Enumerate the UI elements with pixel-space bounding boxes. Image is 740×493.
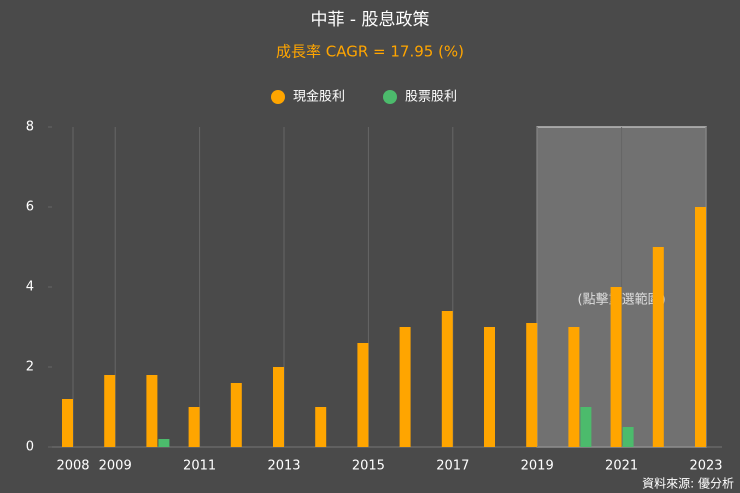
x-tick-label: 2009 [99, 459, 132, 474]
x-tick-label: 2023 [689, 459, 722, 474]
x-tick-label: 2015 [352, 459, 385, 474]
bar [357, 343, 369, 447]
x-tick-label: 2021 [605, 459, 638, 474]
bar [526, 323, 538, 447]
bar [695, 207, 706, 447]
bar [188, 407, 200, 447]
source-note: 資料來源: 優分析 [642, 477, 734, 491]
legend-marker[interactable] [271, 90, 285, 104]
bar [62, 399, 73, 447]
bar [568, 327, 580, 447]
bar [158, 439, 170, 447]
chart-subtitle: 成長率 CAGR = 17.95 (%) [276, 43, 464, 61]
bar [580, 407, 592, 447]
y-tick-label: 8 [26, 120, 34, 135]
bar [652, 247, 664, 447]
bar [441, 311, 453, 447]
y-tick-label: 2 [26, 360, 34, 375]
bar [104, 375, 116, 447]
bar [146, 375, 158, 447]
bar [315, 407, 327, 447]
x-tick-label: 2019 [521, 459, 554, 474]
chart-title: 中菲 - 股息政策 [311, 10, 430, 30]
legend-marker[interactable] [383, 90, 397, 104]
y-tick-label: 4 [26, 280, 34, 295]
bar [273, 367, 284, 447]
bar [610, 287, 622, 447]
bar [230, 383, 242, 447]
x-tick-label: 2008 [56, 459, 89, 474]
x-tick-label: 2017 [436, 459, 469, 474]
y-tick-label: 0 [26, 440, 34, 455]
bar [622, 427, 634, 447]
bar [399, 327, 411, 447]
bar [484, 327, 495, 447]
legend-label[interactable]: 現金股利 [293, 89, 345, 105]
x-tick-label: 2013 [267, 459, 300, 474]
y-tick-label: 6 [26, 200, 34, 215]
x-tick-label: 2011 [183, 459, 216, 474]
legend-label[interactable]: 股票股利 [405, 90, 457, 105]
